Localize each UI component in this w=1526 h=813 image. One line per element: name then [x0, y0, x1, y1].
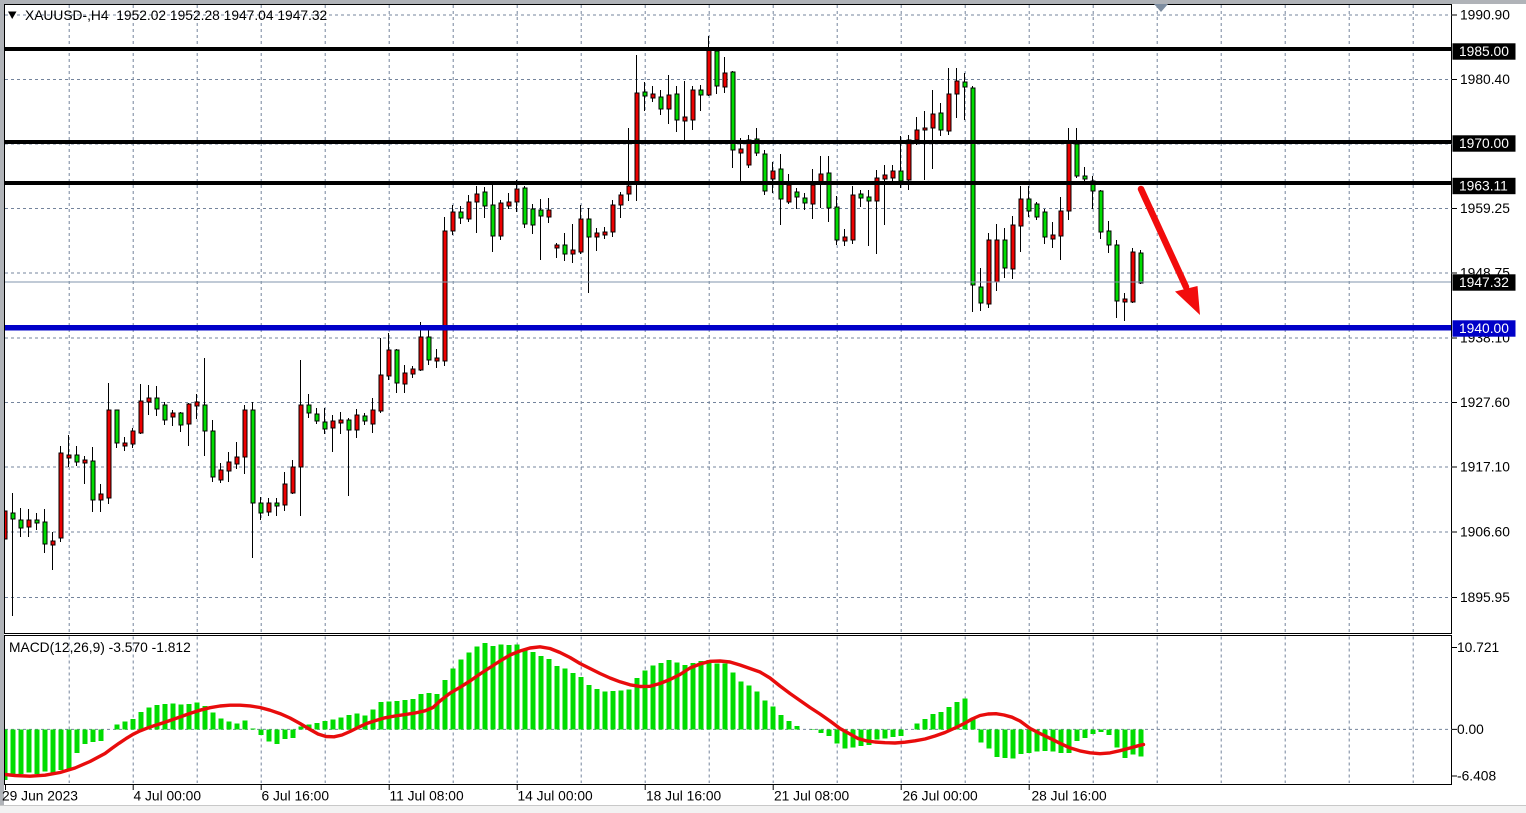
svg-text:XAUUSD-,H4 1952.02 1952.28 19: XAUUSD-,H4 1952.02 1952.28 1947.04 1947.… [25, 8, 327, 23]
svg-text:1963.11: 1963.11 [1459, 179, 1508, 194]
svg-text:1959.25: 1959.25 [1460, 201, 1510, 216]
svg-text:11 Jul 08:00: 11 Jul 08:00 [390, 789, 464, 804]
svg-text:10.721: 10.721 [1457, 640, 1499, 655]
svg-text:14 Jul 00:00: 14 Jul 00:00 [518, 789, 594, 804]
svg-text:1895.95: 1895.95 [1460, 590, 1510, 605]
svg-text:1917.10: 1917.10 [1460, 460, 1510, 475]
svg-text:1940.00: 1940.00 [1459, 321, 1509, 336]
svg-text:18 Jul 16:00: 18 Jul 16:00 [646, 789, 722, 804]
svg-text:1985.00: 1985.00 [1459, 44, 1509, 59]
svg-text:1927.60: 1927.60 [1460, 395, 1510, 410]
svg-text:28 Jul 16:00: 28 Jul 16:00 [1032, 789, 1108, 804]
svg-text:21 Jul 08:00: 21 Jul 08:00 [774, 789, 850, 804]
svg-text:4 Jul 00:00: 4 Jul 00:00 [134, 789, 202, 804]
svg-text:29 Jun 2023: 29 Jun 2023 [2, 789, 78, 804]
svg-text:0.00: 0.00 [1457, 722, 1484, 737]
svg-text:1906.60: 1906.60 [1460, 525, 1510, 540]
svg-text:1947.32: 1947.32 [1459, 275, 1509, 290]
svg-text:-6.408: -6.408 [1457, 769, 1496, 784]
svg-text:MACD(12,26,9) -3.570 -1.812: MACD(12,26,9) -3.570 -1.812 [9, 640, 191, 655]
svg-text:6 Jul 16:00: 6 Jul 16:00 [262, 789, 330, 804]
svg-text:1980.40: 1980.40 [1460, 72, 1510, 87]
svg-text:1990.90: 1990.90 [1460, 8, 1510, 23]
svg-text:26 Jul 00:00: 26 Jul 00:00 [903, 789, 979, 804]
svg-text:1970.00: 1970.00 [1459, 136, 1509, 151]
